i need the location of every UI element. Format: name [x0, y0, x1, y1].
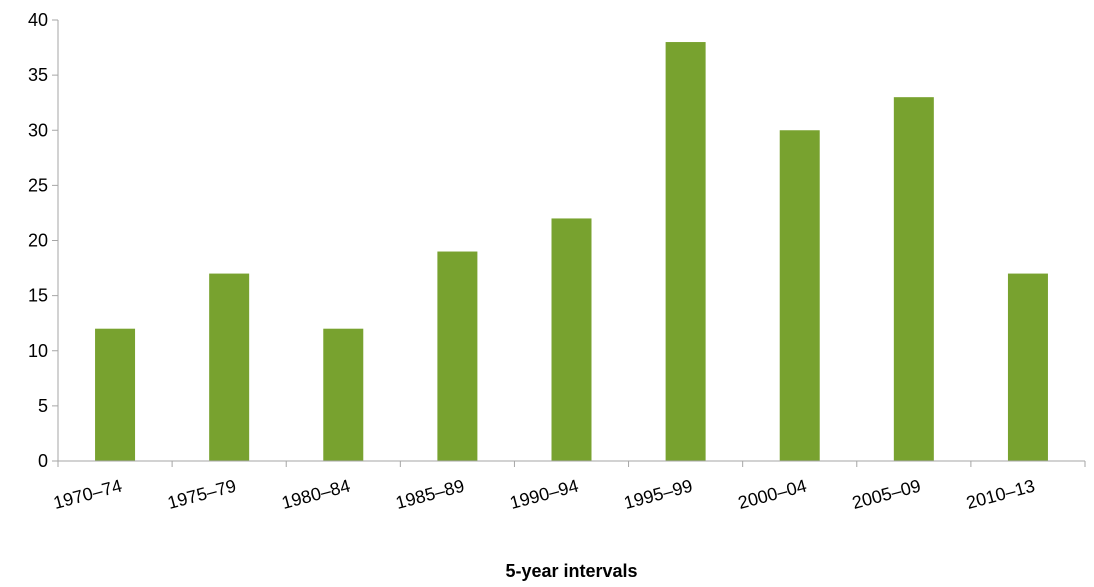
y-tick-label: 30	[28, 120, 48, 140]
y-tick-label: 5	[38, 396, 48, 416]
bar-5	[665, 42, 706, 462]
x-tick-label: 2010–13	[964, 476, 1037, 513]
x-tick-label: 1980–84	[279, 476, 352, 513]
y-tick-label: 35	[28, 65, 48, 85]
bar-4	[551, 218, 592, 461]
x-tick-label: 1970–74	[51, 476, 124, 513]
bar-3	[437, 251, 478, 461]
x-tick-label: 1990–94	[508, 476, 581, 513]
bar-6	[779, 130, 820, 461]
y-tick-label: 20	[28, 231, 48, 251]
y-axis-ticks: 0 5 10 15 20 25 30 35 40	[28, 10, 1086, 471]
x-tick-label: 1985–89	[394, 476, 467, 513]
x-tick-label: 1975–79	[165, 476, 238, 513]
x-axis-title: 5-year intervals	[505, 561, 637, 581]
x-axis-labels: 1970–74 1975–79 1980–84 1985–89 1990–94 1995–…	[51, 476, 1037, 513]
bar-2	[323, 328, 364, 461]
y-tick-label: 40	[28, 10, 48, 30]
x-tick-label: 1995–99	[622, 476, 695, 513]
y-tick-label: 15	[28, 286, 48, 306]
x-tick-label: 2005–09	[850, 476, 923, 513]
bar-7	[893, 97, 934, 462]
bar-1	[209, 273, 250, 461]
x-tick-label: 2000–04	[736, 476, 809, 513]
y-tick-label: 0	[38, 451, 48, 471]
bars	[95, 42, 1048, 462]
y-tick-label: 25	[28, 175, 48, 195]
y-tick-label: 10	[28, 341, 48, 361]
bar-0	[95, 328, 136, 461]
bar-8	[1007, 273, 1048, 461]
